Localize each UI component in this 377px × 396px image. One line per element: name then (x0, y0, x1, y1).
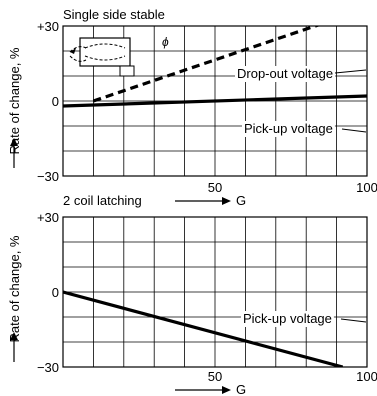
leader-line (334, 69, 367, 74)
y-tick-label: +30 (37, 19, 59, 34)
legend-labels-2: Pick-up voltage (241, 311, 334, 327)
series-1 (63, 26, 367, 108)
y-axis-label-1: Rate of change, % (7, 47, 22, 154)
y-tick-label: 0 (52, 285, 59, 300)
y-axis-arrowhead-2-icon (10, 332, 18, 340)
y-tick-label: +30 (37, 210, 59, 225)
series-label: Drop-out voltage (237, 66, 333, 81)
relay-symbol-icon (69, 37, 135, 77)
x-tick-label: 100 (356, 180, 377, 195)
xticks-1: 50 100 (208, 180, 377, 195)
chart-single-side-stable: ϕ Single side stable +30 0 −30 50 100 Rate … (7, 7, 377, 195)
x-axis-arrowhead-1-icon (222, 197, 231, 205)
x-axis-label-1: G (236, 193, 246, 208)
leader-line (341, 128, 367, 133)
y-tick-label: −30 (37, 360, 59, 375)
chart-title-2: 2 coil latching (63, 193, 142, 208)
y-tick-label: 0 (52, 94, 59, 109)
chart-2-coil-latching: 2 coil latching G +30 0 −30 50 100 Rate of … (7, 193, 377, 396)
x-axis-label-2: G (236, 382, 246, 396)
x-tick-label: 50 (208, 180, 222, 195)
yticks-1: +30 0 −30 (37, 19, 59, 184)
leader-lines-2 (340, 318, 367, 323)
plot-frame-1 (62, 25, 368, 177)
series-label-bg (235, 66, 336, 82)
chart-title-1: Single side stable (63, 7, 165, 22)
series-2 (63, 290, 344, 367)
series-label: Pick-up voltage (244, 121, 333, 136)
y-axis-arrowhead-1-icon (10, 138, 18, 146)
x-tick-label: 100 (356, 369, 377, 384)
y-axis-label-2: Rate of change, % (7, 235, 22, 342)
grid-2 (63, 217, 367, 367)
series-label-bg (242, 121, 335, 137)
yticks-2: +30 0 −30 (37, 210, 59, 375)
phi-symbol: ϕ (162, 35, 169, 49)
series-label-bg (241, 311, 334, 327)
series-line-drop-out-voltage (92, 26, 321, 103)
x-axis-arrowhead-2-icon (222, 386, 231, 394)
legend-labels-1: Drop-out voltage Pick-up voltage (235, 66, 336, 137)
series-line-pick-up-voltage (63, 94, 367, 108)
x-tick-label: 50 (208, 369, 222, 384)
leader-lines-1 (334, 69, 367, 133)
leader-line (340, 318, 367, 323)
y-tick-label: −30 (37, 169, 59, 184)
series-line-pick-up-voltage (63, 290, 344, 367)
xticks-2: 50 100 (208, 369, 377, 384)
series-label: Pick-up voltage (243, 311, 332, 326)
